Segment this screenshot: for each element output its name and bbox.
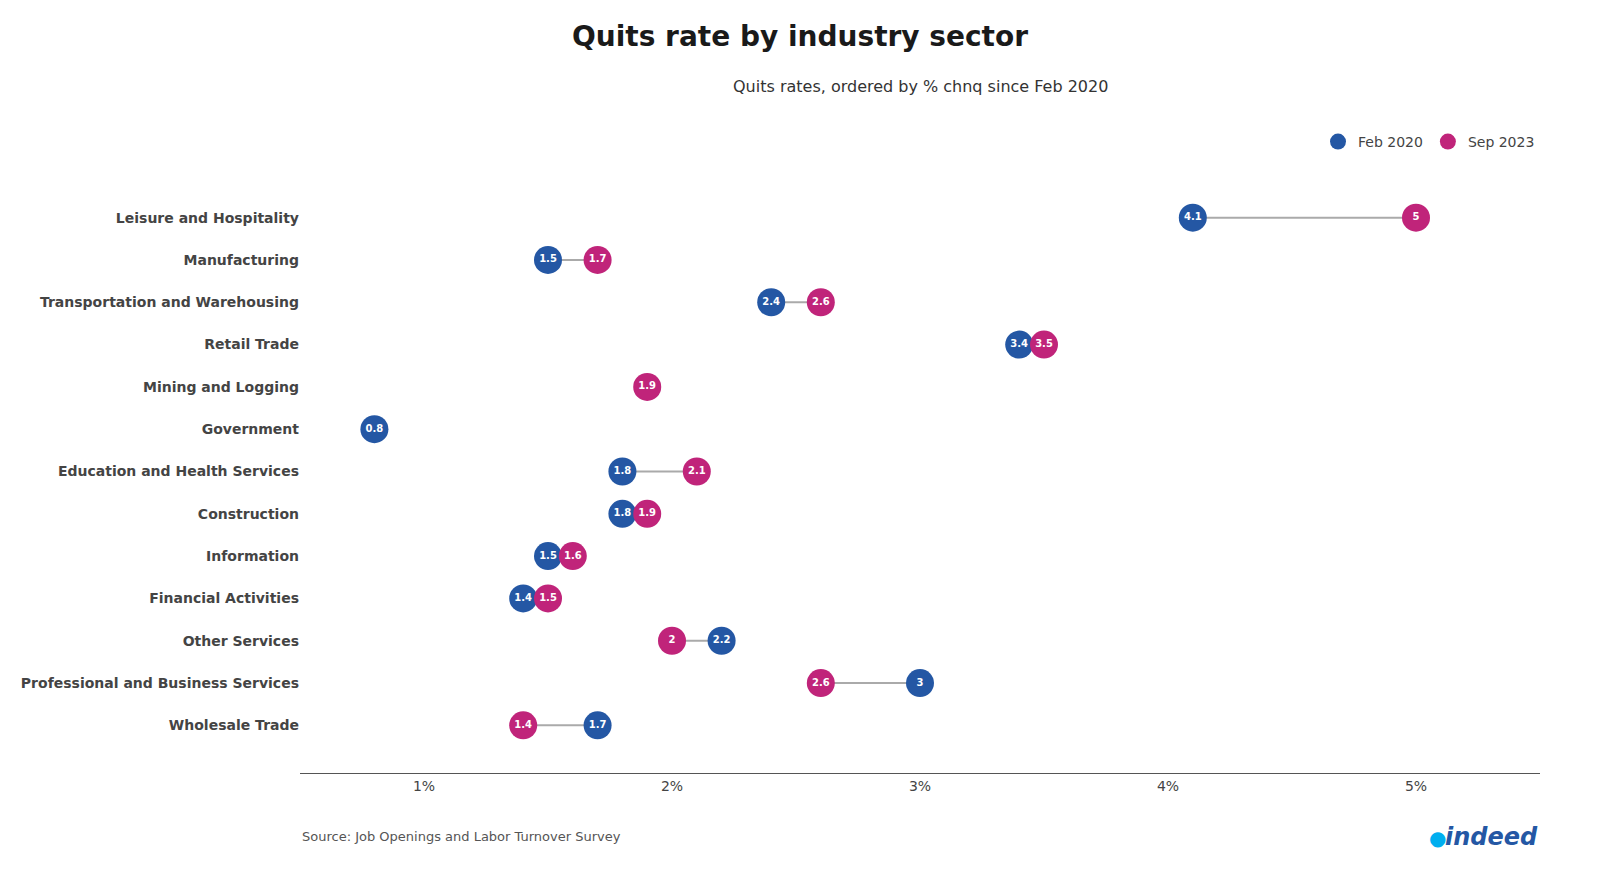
svg-text:1.9: 1.9 [638, 507, 656, 518]
svg-text:Other Services: Other Services [183, 633, 299, 649]
svg-text:2.1: 2.1 [688, 465, 706, 476]
svg-text:2.6: 2.6 [812, 296, 830, 307]
svg-text:3%: 3% [909, 778, 931, 794]
svg-text:Education and Health Services: Education and Health Services [58, 463, 299, 479]
svg-text:1.6: 1.6 [564, 550, 582, 561]
svg-text:0.8: 0.8 [366, 423, 384, 434]
svg-text:1.4: 1.4 [514, 592, 532, 603]
svg-text:1.4: 1.4 [514, 719, 532, 730]
svg-text:●: ● [1429, 826, 1446, 850]
svg-text:Professional and Business Serv: Professional and Business Services [21, 675, 299, 691]
svg-text:1.9: 1.9 [638, 380, 656, 391]
svg-text:4%: 4% [1157, 778, 1179, 794]
svg-text:1.5: 1.5 [539, 592, 557, 603]
svg-text:Construction: Construction [198, 506, 299, 522]
svg-text:2.2: 2.2 [713, 634, 731, 645]
svg-text:1.5: 1.5 [539, 253, 557, 264]
svg-text:Retail Trade: Retail Trade [204, 336, 299, 352]
svg-text:1.8: 1.8 [614, 465, 632, 476]
svg-text:2.6: 2.6 [812, 677, 830, 688]
svg-text:Government: Government [202, 421, 300, 437]
svg-text:indeed: indeed [1445, 823, 1538, 851]
svg-text:Quits rates, ordered by % chnq: Quits rates, ordered by % chnq since Feb… [733, 77, 1108, 96]
svg-text:3: 3 [917, 677, 924, 688]
svg-text:2.4: 2.4 [762, 296, 780, 307]
svg-text:1.7: 1.7 [589, 719, 607, 730]
svg-text:2: 2 [669, 634, 676, 645]
svg-text:Financial Activities: Financial Activities [149, 590, 299, 606]
svg-text:3.4: 3.4 [1010, 338, 1028, 349]
svg-text:1%: 1% [413, 778, 435, 794]
svg-text:1.8: 1.8 [614, 507, 632, 518]
svg-text:Sep 2023: Sep 2023 [1468, 134, 1534, 150]
svg-text:2%: 2% [661, 778, 683, 794]
svg-text:Leisure and Hospitality: Leisure and Hospitality [116, 210, 299, 226]
svg-text:Feb 2020: Feb 2020 [1358, 134, 1423, 150]
svg-text:5: 5 [1413, 211, 1420, 222]
svg-text:Transportation and Warehousing: Transportation and Warehousing [40, 294, 299, 310]
svg-text:5%: 5% [1405, 778, 1427, 794]
svg-text:Quits rate by industry sector: Quits rate by industry sector [572, 20, 1028, 53]
svg-text:1.7: 1.7 [589, 253, 607, 264]
svg-text:1.5: 1.5 [539, 550, 557, 561]
svg-text:Mining and Logging: Mining and Logging [143, 379, 299, 395]
svg-text:4.1: 4.1 [1184, 211, 1202, 222]
svg-text:3.5: 3.5 [1035, 338, 1053, 349]
svg-text:Manufacturing: Manufacturing [184, 252, 300, 268]
svg-text:Information: Information [206, 548, 299, 564]
svg-text:Wholesale Trade: Wholesale Trade [169, 717, 299, 733]
svg-text:Source: Job Openings and Labor: Source: Job Openings and Labor Turnover … [302, 829, 621, 844]
